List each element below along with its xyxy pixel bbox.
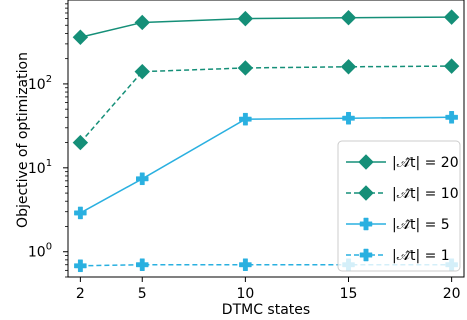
legend: |𝒜̂t| = 20 |𝒜̂t| = 10 |𝒜̂t| = 5 |𝒜̂t| = 1 [337,140,461,272]
data-point [239,258,252,271]
series-1 [72,58,460,151]
data-point [443,9,460,25]
legend-marker [359,217,373,231]
data-point [72,134,89,151]
data-point [72,29,89,45]
y-axis-label: Objective of optimization [15,52,31,228]
legend-box [337,140,461,272]
series-line [79,65,452,144]
data-point [134,63,150,80]
data-point [136,258,149,271]
legend-item: |𝒜̂t| = 5 [346,217,450,233]
data-point [445,111,458,124]
series-0 [72,9,460,45]
data-point [340,59,357,75]
data-point [342,111,355,125]
series-line [80,263,452,267]
y-tick-label: 100 [28,242,52,261]
x-axis-label: DTMC states [222,302,310,318]
legend-label: |𝒜̂t| = 1 [392,248,450,264]
data-point [74,259,87,273]
legend-label: |𝒜̂t| = 10 [392,186,459,202]
x-tick-label: 5 [138,286,147,302]
data-point [239,112,252,126]
x-tick-label: 15 [340,286,358,302]
y-axis-ticks: 100 101 102 [28,3,68,278]
legend-marker [359,248,373,262]
data-point [136,172,149,186]
x-tick-label: 2 [76,286,85,302]
plot-frame [67,0,465,278]
legend-marker [358,154,374,170]
legend-item: |𝒜̂t| = 1 [346,248,450,264]
y-tick-label: 102 [28,74,52,93]
legend-item: |𝒜̂t| = 10 [346,185,459,202]
legend-label: |𝒜̂t| = 20 [392,155,459,171]
x-axis-ticks: 2 5 10 15 20 [76,277,461,302]
x-tick-label: 10 [236,286,254,302]
data-point [443,58,460,74]
x-tick-label: 20 [443,286,461,302]
series-line [80,16,452,38]
y-tick-label: 101 [28,158,52,177]
data-point [74,206,87,220]
data-point [237,60,254,76]
data-point [340,10,357,26]
legend-marker [358,185,374,201]
data-point [134,14,150,31]
legend-item: |𝒜̂t| = 20 [346,154,459,171]
series-2 [74,111,458,220]
legend-label: |𝒜̂t| = 5 [392,217,450,233]
data-point [237,10,254,27]
